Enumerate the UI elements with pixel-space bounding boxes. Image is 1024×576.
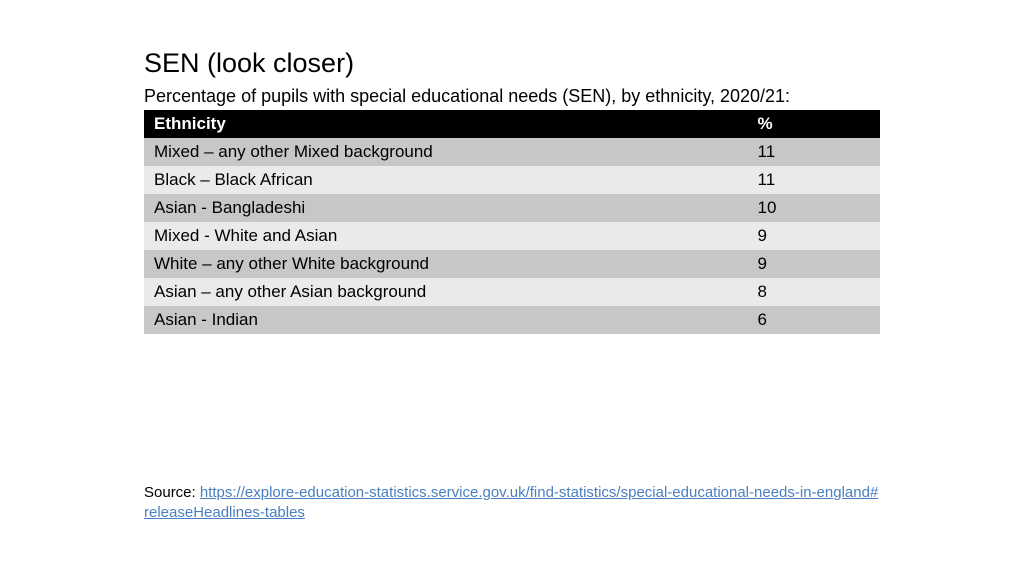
cell-ethnicity: Asian - Indian	[144, 306, 748, 334]
table-row: Asian - Bangladeshi10	[144, 194, 880, 222]
table-row: Asian - Indian6	[144, 306, 880, 334]
cell-percent: 10	[748, 194, 880, 222]
cell-percent: 11	[748, 138, 880, 166]
cell-ethnicity: Mixed - White and Asian	[144, 222, 748, 250]
table-header-row: Ethnicity %	[144, 110, 880, 138]
slide: SEN (look closer) Percentage of pupils w…	[0, 0, 1024, 576]
cell-ethnicity: Asian – any other Asian background	[144, 278, 748, 306]
cell-percent: 8	[748, 278, 880, 306]
cell-ethnicity: White – any other White background	[144, 250, 748, 278]
page-subtitle: Percentage of pupils with special educat…	[144, 85, 880, 108]
cell-percent: 9	[748, 222, 880, 250]
cell-ethnicity: Black – Black African	[144, 166, 748, 194]
cell-percent: 11	[748, 166, 880, 194]
cell-percent: 6	[748, 306, 880, 334]
col-header-ethnicity: Ethnicity	[144, 110, 748, 138]
source-line: Source: https://explore-education-statis…	[144, 483, 880, 522]
col-header-percent: %	[748, 110, 880, 138]
table-row: Asian – any other Asian background8	[144, 278, 880, 306]
cell-percent: 9	[748, 250, 880, 278]
table-row: White – any other White background9	[144, 250, 880, 278]
table-row: Black – Black African11	[144, 166, 880, 194]
sen-table: Ethnicity % Mixed – any other Mixed back…	[144, 110, 880, 334]
source-link[interactable]: https://explore-education-statistics.ser…	[144, 484, 878, 521]
cell-ethnicity: Mixed – any other Mixed background	[144, 138, 748, 166]
table-row: Mixed – any other Mixed background11	[144, 138, 880, 166]
source-label: Source:	[144, 484, 200, 501]
cell-ethnicity: Asian - Bangladeshi	[144, 194, 748, 222]
table-row: Mixed - White and Asian9	[144, 222, 880, 250]
page-title: SEN (look closer)	[144, 48, 880, 79]
